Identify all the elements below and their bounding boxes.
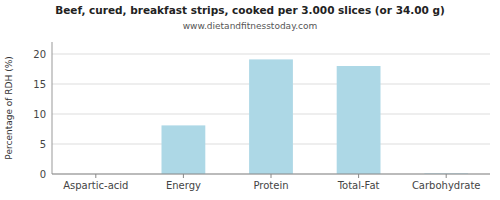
bar bbox=[162, 125, 206, 174]
x-tick-label: Aspartic-acid bbox=[63, 180, 128, 191]
chart: Beef, cured, breakfast strips, cooked pe… bbox=[0, 0, 500, 200]
y-tick-label: 0 bbox=[40, 169, 46, 180]
x-tick bbox=[183, 174, 184, 178]
x-tick-label: Energy bbox=[166, 180, 201, 191]
bars bbox=[162, 59, 469, 174]
title: Beef, cured, breakfast strips, cooked pe… bbox=[55, 4, 445, 16]
x-tick-label: Protein bbox=[253, 180, 288, 191]
x-tick bbox=[271, 174, 272, 178]
y-tick-label: 10 bbox=[33, 109, 46, 120]
x-tick-label: Total-Fat bbox=[337, 180, 380, 191]
y-tick-label: 20 bbox=[33, 49, 46, 60]
y-tick-label: 5 bbox=[40, 139, 46, 150]
y-tick-label: 15 bbox=[33, 79, 46, 90]
bar bbox=[337, 66, 381, 174]
x-tick bbox=[95, 174, 96, 178]
grid-line bbox=[52, 54, 490, 55]
y-axis-label: Percentage of RDH (%) bbox=[4, 56, 14, 159]
x-tick bbox=[358, 174, 359, 178]
y-axis-line bbox=[52, 42, 53, 174]
bar bbox=[249, 59, 293, 174]
x-tick bbox=[446, 174, 447, 178]
subtitle: www.dietandfitnesstoday.com bbox=[183, 21, 318, 31]
x-tick-label: Carbohydrate bbox=[412, 180, 481, 191]
